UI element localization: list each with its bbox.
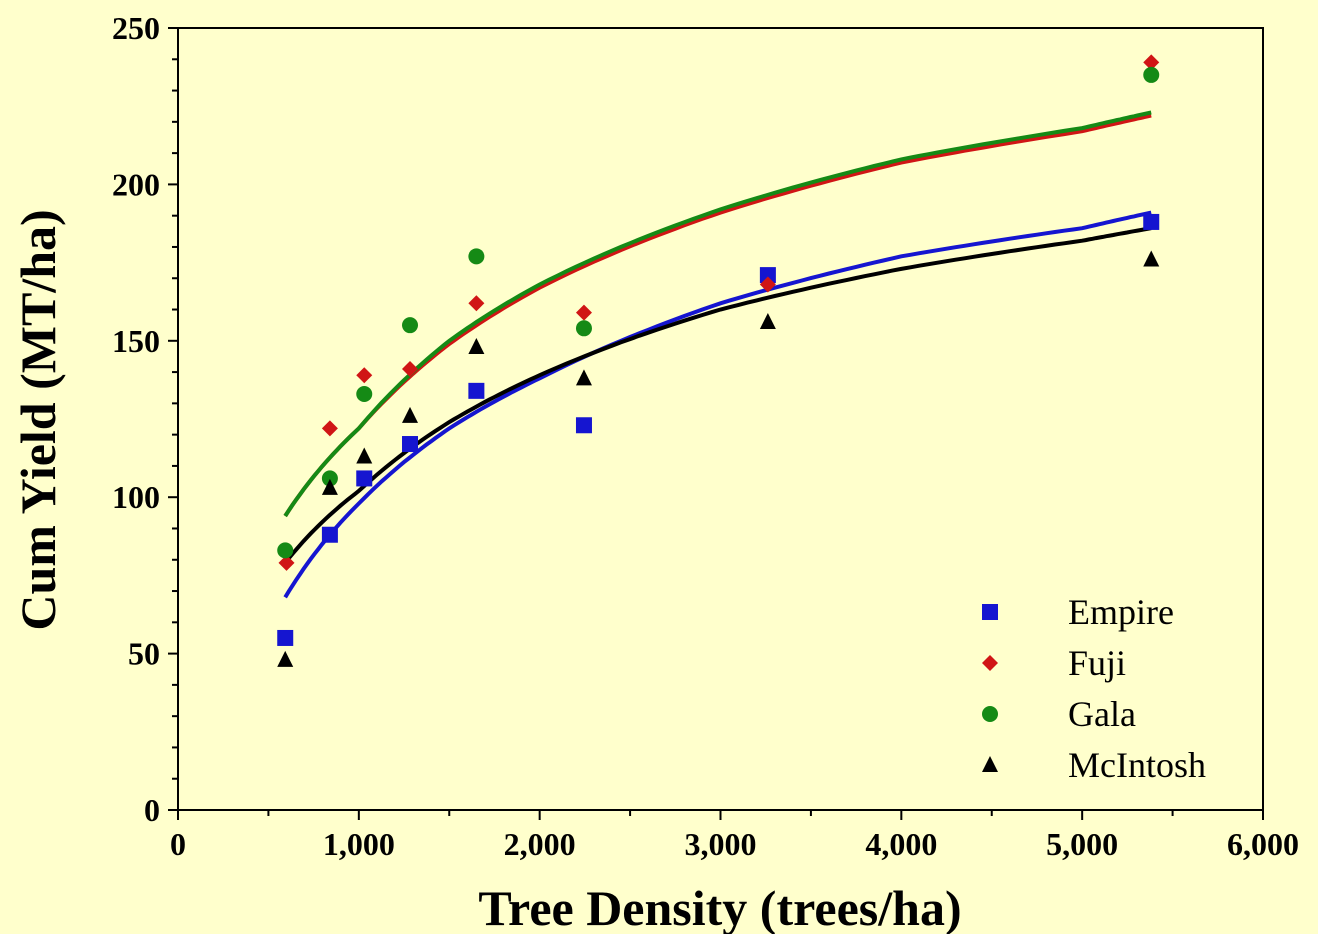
- data-point-mcintosh: [575, 369, 592, 386]
- data-point-fuji: [759, 276, 776, 293]
- y-tick-label: 0: [144, 792, 160, 828]
- legend-marker-mcintosh: [982, 756, 998, 772]
- data-point-mcintosh: [402, 406, 419, 423]
- data-point-mcintosh: [356, 447, 373, 464]
- y-tick-label: 150: [112, 323, 160, 359]
- y-tick-label: 50: [128, 636, 160, 672]
- data-point-gala: [402, 317, 419, 334]
- data-point-gala: [356, 385, 373, 402]
- data-point-fuji: [575, 304, 592, 321]
- x-tick-label: 0: [170, 826, 186, 862]
- data-point-gala: [575, 320, 592, 337]
- plot-area: [177, 27, 1264, 811]
- y-tick-label: 100: [112, 479, 160, 515]
- data-point-fuji: [278, 554, 295, 571]
- data-point-gala: [1143, 66, 1160, 83]
- data-point-empire: [321, 526, 338, 543]
- legend-label-gala: Gala: [1068, 694, 1136, 734]
- data-point-empire: [468, 382, 485, 399]
- data-point-mcintosh: [1143, 250, 1160, 267]
- data-point-fuji: [1143, 54, 1160, 71]
- x-tick-label: 3,000: [685, 826, 757, 862]
- data-point-mcintosh: [759, 313, 776, 330]
- data-point-empire: [402, 436, 419, 453]
- axis-ticks: 0 1,000 2,000 3,000 4,000 5,000 6,000 0 50 100 150…: [112, 10, 1299, 862]
- data-point-fuji: [402, 360, 419, 377]
- legend-label-fuji: Fuji: [1068, 643, 1126, 683]
- data-point-gala: [321, 470, 338, 487]
- data-point-mcintosh: [321, 478, 338, 495]
- fit-curves: [283, 110, 1152, 599]
- legend-label-empire: Empire: [1068, 592, 1174, 632]
- data-point-fuji: [468, 295, 485, 312]
- fit-line-mcintosh: [283, 226, 1152, 565]
- y-tick-label: 250: [112, 10, 160, 46]
- x-tick-label: 2,000: [504, 826, 576, 862]
- data-point-fuji: [356, 367, 373, 384]
- data-point-mcintosh: [277, 650, 294, 667]
- legend-marker-empire: [982, 604, 998, 620]
- data-point-gala: [468, 248, 485, 265]
- fit-line-gala: [283, 110, 1152, 518]
- data-point-empire: [759, 267, 776, 284]
- data-point-empire: [575, 417, 592, 434]
- data-point-fuji: [321, 420, 338, 437]
- y-tick-label: 200: [112, 166, 160, 202]
- data-points: [277, 54, 1160, 667]
- data-point-gala: [277, 542, 294, 559]
- legend-marker-gala: [982, 706, 998, 722]
- data-point-mcintosh: [468, 338, 485, 355]
- legend-marker-fuji: [982, 655, 998, 671]
- x-tick-label: 6,000: [1227, 826, 1299, 862]
- data-point-empire: [277, 629, 294, 646]
- x-axis-title: Tree Density (trees/ha): [478, 880, 961, 934]
- data-point-empire: [356, 470, 373, 487]
- data-point-empire: [1143, 213, 1160, 230]
- y-axis-title: Cum Yield (MT/ha): [10, 209, 66, 630]
- legend: Empire Fuji Gala McIntosh: [982, 592, 1206, 785]
- x-tick-label: 4,000: [865, 826, 937, 862]
- x-tick-label: 1,000: [323, 826, 395, 862]
- legend-label-mcintosh: McIntosh: [1068, 745, 1206, 785]
- x-tick-label: 5,000: [1046, 826, 1118, 862]
